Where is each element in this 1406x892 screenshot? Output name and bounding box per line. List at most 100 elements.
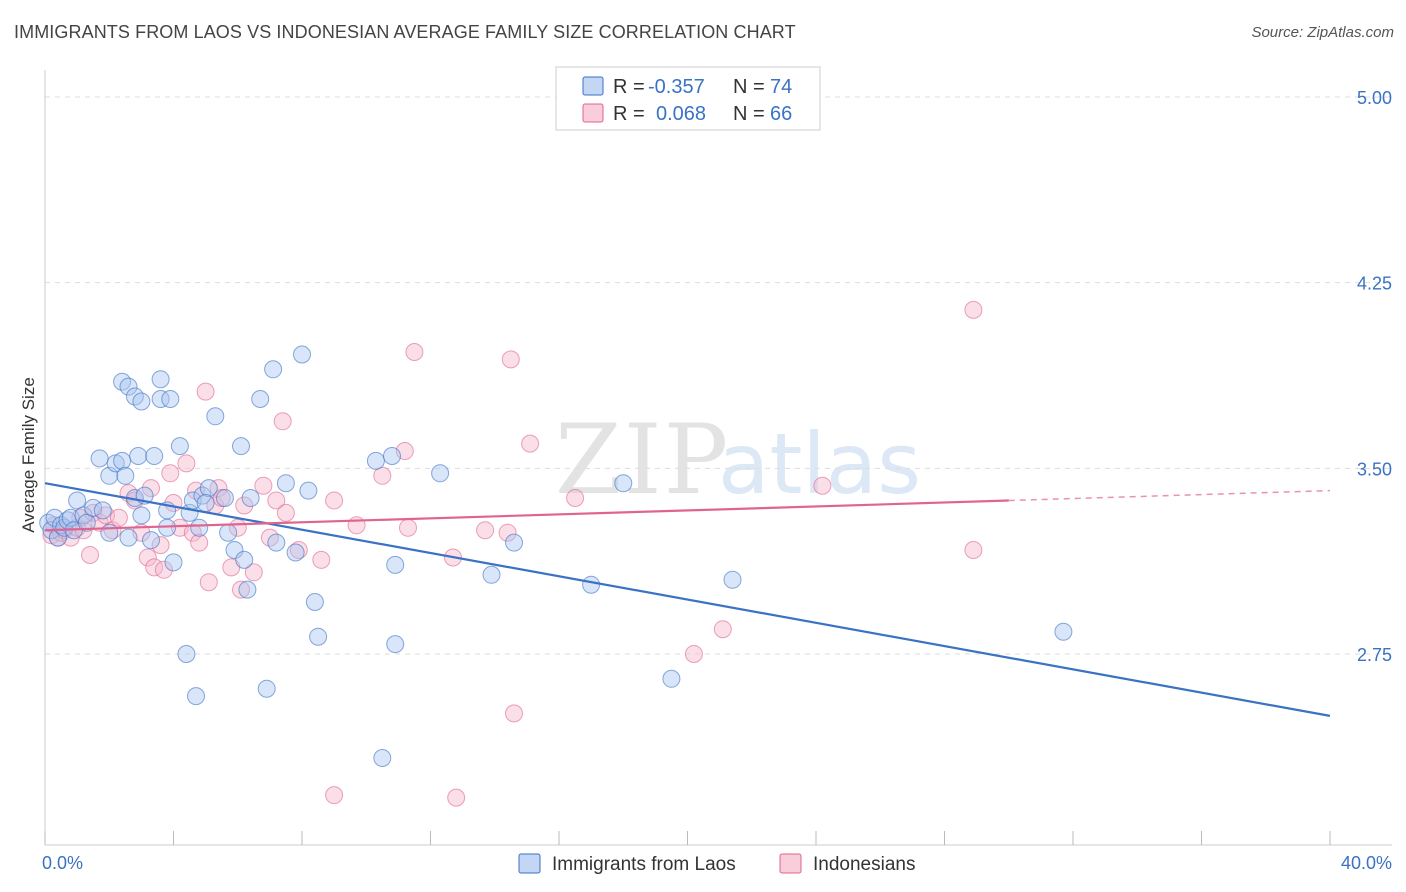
y-tick-label: 3.50 [1357, 459, 1392, 479]
data-point-indonesians [209, 479, 228, 498]
data-point-indonesians [109, 508, 128, 527]
series-laos-points [39, 345, 1073, 767]
y-tick-label: 4.25 [1357, 274, 1392, 294]
data-point-laos [225, 541, 244, 559]
trend-line-indonesians [44, 499, 1009, 532]
x-tick-label-min: 0.0% [42, 853, 83, 873]
data-point-indonesians [325, 786, 344, 805]
data-point-laos [161, 390, 180, 408]
data-point-indonesians [232, 580, 250, 599]
data-point-laos [219, 523, 238, 542]
data-point-laos [119, 377, 138, 396]
data-point-laos [431, 464, 450, 483]
y-tick-label: 5.00 [1357, 88, 1392, 108]
data-point-indonesians [267, 491, 286, 510]
data-point-laos [142, 531, 160, 550]
data-point-indonesians [447, 788, 466, 807]
data-point-laos [241, 489, 260, 507]
data-point-laos [251, 390, 270, 408]
data-point-laos [305, 593, 324, 611]
data-point-indonesians [325, 491, 344, 510]
data-point-laos [482, 565, 501, 584]
data-point-laos [199, 479, 218, 498]
data-point-laos [206, 407, 225, 426]
data-point-laos [77, 513, 96, 532]
data-point-laos [386, 635, 405, 654]
data-point-laos [723, 570, 742, 589]
data-point-laos [662, 669, 681, 688]
legend-n-value-1: 74 [770, 76, 792, 98]
legend-r-value-2: 0.068 [656, 103, 706, 125]
y-tick-labels: 2.75 3.50 4.25 5.00 [1357, 88, 1392, 665]
data-point-indonesians [196, 382, 215, 401]
data-point-laos [238, 580, 257, 599]
legend-r-label-1: R = [613, 76, 645, 98]
data-point-laos [196, 494, 215, 512]
data-point-laos [132, 392, 151, 411]
data-point-indonesians [813, 476, 832, 495]
legend-r-label-2: R = [613, 103, 645, 125]
data-point-indonesians [190, 533, 209, 552]
data-point-laos [373, 749, 392, 767]
data-point-laos [187, 687, 205, 706]
data-point-indonesians [713, 620, 732, 639]
data-point-laos [100, 523, 119, 542]
data-point-laos [215, 489, 234, 507]
data-point-laos [614, 474, 633, 493]
chart-source: Source: ZipAtlas.com [1251, 24, 1394, 41]
data-point-indonesians [312, 550, 331, 569]
data-point-laos [93, 501, 112, 520]
data-point-laos [151, 370, 170, 389]
data-point-indonesians [964, 541, 983, 559]
data-point-laos [309, 627, 328, 646]
data-point-laos [129, 447, 148, 465]
data-point-laos [132, 506, 151, 525]
data-point-laos [164, 553, 183, 572]
series-indonesians-points [42, 300, 983, 807]
correlation-legend: R = -0.357 N = 74 R = 0.068 N = 66 [555, 66, 821, 131]
data-point-indonesians [684, 645, 703, 663]
data-point-indonesians [405, 343, 424, 361]
data-point-laos [276, 474, 295, 493]
data-point-indonesians [254, 476, 273, 495]
series-legend: Immigrants from Laos Indonesians [518, 853, 915, 875]
data-point-laos [90, 449, 109, 468]
data-point-laos [286, 543, 305, 562]
data-point-indonesians [289, 541, 308, 559]
data-point-indonesians [235, 496, 254, 515]
trend-line-laos [44, 482, 1331, 717]
data-point-laos [68, 491, 87, 510]
data-point-laos [170, 437, 189, 456]
data-point-indonesians [273, 412, 292, 431]
trend-lines [44, 482, 1331, 717]
series-legend-label-laos: Immigrants from Laos [552, 854, 736, 875]
data-point-laos [267, 533, 286, 552]
data-point-laos [264, 360, 283, 379]
data-point-laos [257, 679, 276, 698]
data-point-indonesians [161, 464, 180, 483]
data-point-indonesians [138, 548, 157, 567]
y-tick-label: 2.75 [1357, 645, 1392, 665]
data-point-indonesians [177, 454, 196, 473]
legend-r-value-1: -0.357 [648, 76, 705, 98]
data-point-indonesians [501, 350, 520, 369]
data-point-indonesians [399, 518, 417, 537]
watermark-atlas: atlas [718, 415, 921, 513]
chart-title: IMMIGRANTS FROM LAOS VS INDONESIAN AVERA… [14, 22, 796, 42]
data-point-indonesians [566, 489, 585, 507]
data-point-laos [116, 466, 135, 485]
trend-line-indonesians-extension [1008, 489, 1331, 502]
data-point-laos [386, 555, 405, 574]
legend-swatch-blue [582, 76, 604, 96]
x-tick-labels: 0.0% 40.0% [42, 853, 1392, 873]
data-point-indonesians [476, 521, 495, 540]
y-axis-label: Average Family Size [19, 377, 38, 533]
data-point-laos [299, 481, 318, 500]
data-point-laos [383, 447, 401, 465]
data-point-laos [366, 451, 385, 470]
data-point-laos [151, 390, 170, 408]
data-point-indonesians [244, 563, 263, 582]
axes [44, 70, 1392, 846]
data-point-indonesians [81, 546, 99, 564]
